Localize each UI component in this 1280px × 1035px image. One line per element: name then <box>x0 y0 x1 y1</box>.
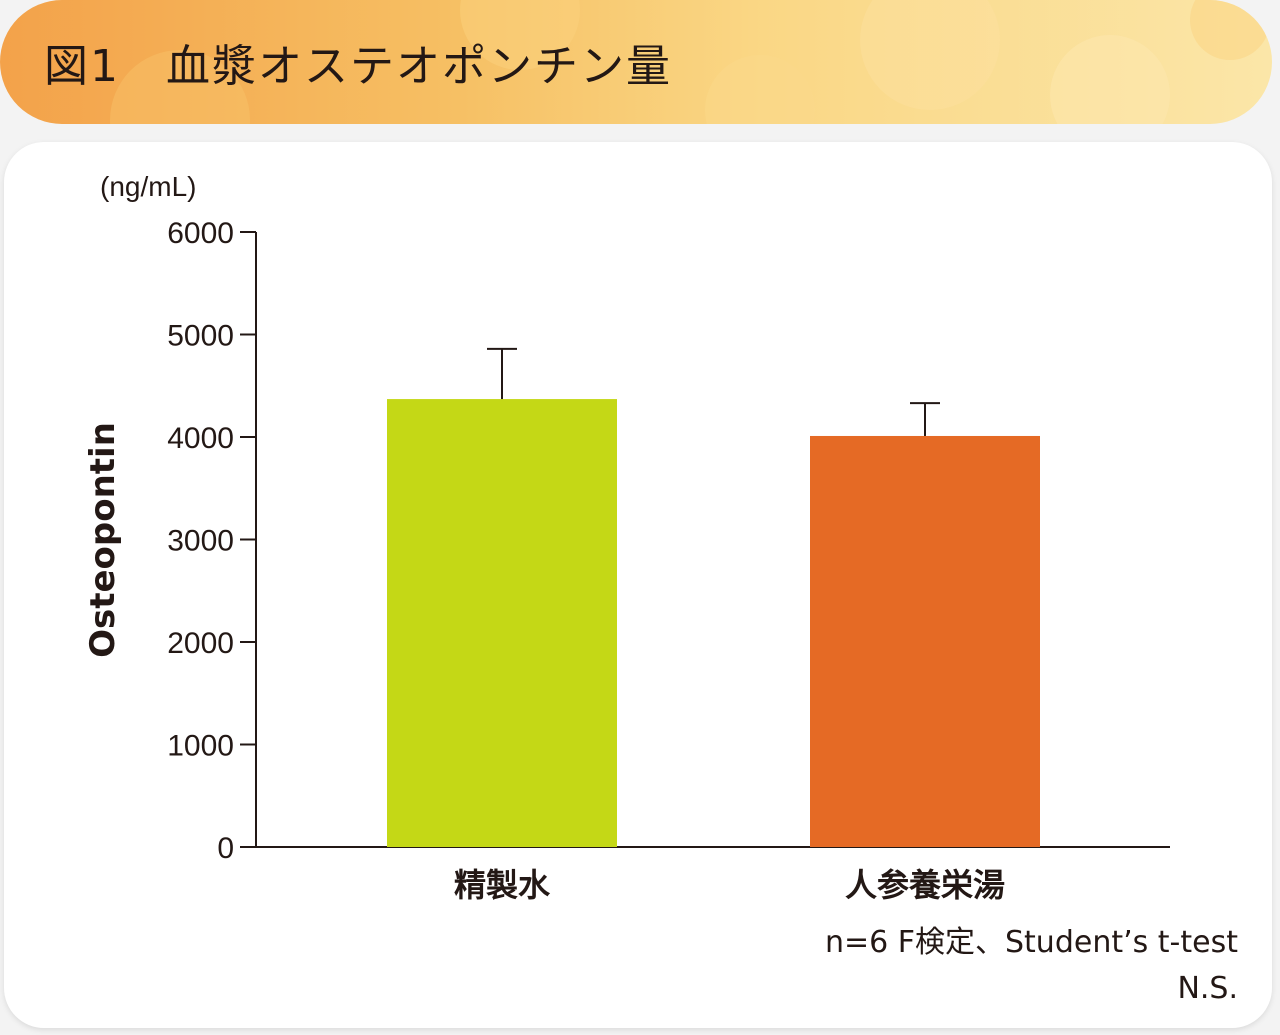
y-tick-label: 2000 <box>167 627 234 660</box>
chart-panel <box>4 142 1272 1028</box>
y-tick-label: 6000 <box>167 217 234 250</box>
chart-title: 図1 血漿オステオポンチン量 <box>44 41 672 92</box>
y-axis-unit: (ng/mL) <box>100 171 196 202</box>
banner-decoration <box>110 0 1270 124</box>
significance-note: N.S. <box>1177 971 1238 1006</box>
category-label: 精製水 <box>454 866 551 904</box>
y-tick-label: 5000 <box>167 320 234 353</box>
bar <box>810 435 1040 847</box>
bars <box>387 399 1040 847</box>
statistics-note: n=6 F検定、Student’s t-test <box>825 925 1238 960</box>
bar <box>387 399 617 847</box>
category-label: 人参養栄湯 <box>845 866 1005 904</box>
y-axis-ticks: 0 1000 2000 3000 4000 5000 6000 <box>167 217 256 865</box>
x-axis-categories: 精製水 人参養栄湯 <box>454 866 1005 904</box>
y-tick-label: 4000 <box>167 422 234 455</box>
y-tick-label: 3000 <box>167 525 234 558</box>
y-tick-label: 0 <box>217 832 234 865</box>
error-bars <box>487 347 940 436</box>
title-banner: 図1 血漿オステオポンチン量 <box>0 0 1272 124</box>
y-axis-label: Osteopontin <box>83 422 123 658</box>
y-tick-label: 1000 <box>167 730 234 763</box>
